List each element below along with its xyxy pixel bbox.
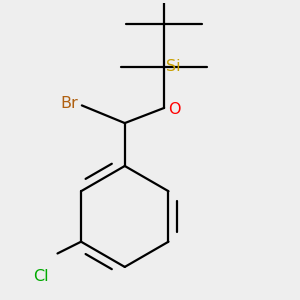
Text: O: O: [168, 102, 181, 117]
Text: Si: Si: [166, 59, 180, 74]
Text: Br: Br: [61, 96, 79, 111]
Text: Cl: Cl: [34, 268, 49, 284]
